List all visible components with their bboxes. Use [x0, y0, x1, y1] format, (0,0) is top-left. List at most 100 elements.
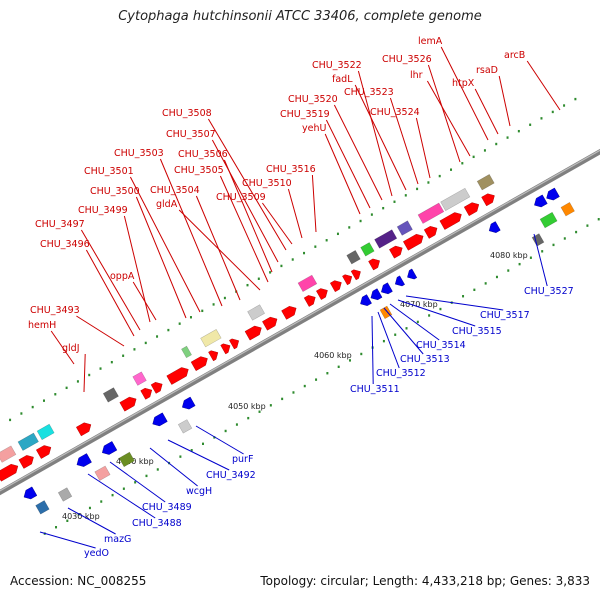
gene-box — [360, 242, 375, 257]
gene-arrow-shape — [262, 316, 278, 331]
scale-dot-forward — [212, 303, 215, 306]
scale-dot-forward — [144, 341, 147, 345]
gene-arrow — [488, 221, 501, 233]
leader-line-CHU_3510 — [287, 188, 303, 239]
gene-label-CHU_3517: CHU_3517 — [480, 310, 530, 321]
scale-dot-reverse — [100, 500, 103, 503]
scale-tick-label: 4050 kbp — [228, 402, 266, 411]
scale-dot-forward — [325, 239, 328, 242]
gene-label-purF: purF — [232, 454, 253, 465]
gene-arrow — [166, 367, 189, 385]
gene-box-shape — [247, 304, 266, 321]
gene-box-shape — [102, 387, 119, 403]
scale-dot-reverse — [552, 243, 555, 247]
leader-line-lemA — [440, 46, 489, 141]
scale-dot-reverse — [303, 384, 306, 388]
gene-arrow — [329, 280, 342, 293]
gene-label-CHU_3522: CHU_3522 — [312, 60, 362, 71]
scale-dot-forward — [438, 174, 441, 178]
scale-dot-forward — [393, 200, 396, 203]
leader-line-hemH — [50, 330, 75, 365]
gene-arrow-shape — [370, 288, 383, 301]
scale-dot-forward — [382, 206, 385, 210]
leader-line-oppA — [132, 281, 157, 321]
leader-line-CHU_3517 — [405, 295, 504, 311]
gene-arrow-shape — [394, 275, 405, 287]
scale-dot-forward — [314, 245, 317, 248]
gene-arrow — [150, 382, 163, 394]
scale-dot-reverse — [111, 493, 114, 497]
scale-dot-forward — [359, 219, 362, 223]
gene-arrow — [546, 187, 560, 201]
scale-dot-reverse — [122, 487, 125, 490]
genome-backbone — [0, 148, 600, 496]
gene-arrow — [360, 294, 372, 306]
gene-label-gldA: gldA — [156, 199, 178, 210]
gene-arrow-shape — [403, 233, 424, 251]
scale-dot-reverse — [66, 519, 69, 523]
scale-dot-reverse — [507, 269, 510, 272]
scale-dot-reverse — [326, 372, 329, 375]
scale-dot-forward — [88, 373, 91, 377]
gene-box — [102, 387, 119, 403]
leader-line-CHU_3488 — [87, 473, 156, 519]
gene-arrow-shape — [316, 288, 328, 300]
gene-box-shape — [297, 274, 318, 293]
gene-arrow-shape — [119, 396, 137, 412]
gene-box — [440, 187, 471, 212]
gene-box — [531, 233, 545, 247]
scale-dot-forward — [156, 335, 159, 338]
scale-dot-reverse — [405, 327, 408, 330]
gene-arrow — [350, 269, 361, 281]
scale-dot-forward — [483, 149, 486, 152]
gene-box — [181, 345, 192, 359]
leader-line-CHU_3508 — [207, 118, 287, 251]
leader-line-CHU_3496 — [85, 249, 135, 337]
leader-line-CHU_3523 — [389, 97, 419, 185]
gene-box — [297, 274, 318, 293]
gene-box — [177, 419, 193, 434]
gene-arrow — [389, 245, 403, 259]
scale-dot-forward — [42, 399, 45, 402]
gene-box — [118, 451, 135, 468]
scale-dot-reverse — [224, 429, 227, 433]
gene-arrow-shape — [488, 221, 501, 233]
gene-arrow-shape — [342, 274, 353, 286]
scale-dot-reverse — [348, 359, 351, 362]
gene-arrow-shape — [281, 306, 297, 320]
scale-dot-forward — [563, 104, 566, 107]
gene-arrow — [23, 486, 38, 500]
leader-line-CHU_3492 — [167, 439, 230, 471]
scale-dot-forward — [529, 123, 532, 126]
gene-arrow — [368, 258, 380, 271]
gene-arrow — [316, 288, 328, 300]
scale-dot-reverse — [269, 404, 272, 407]
gene-arrow — [381, 282, 393, 295]
leader-line-rsaD — [498, 75, 511, 127]
scale-dot-forward — [20, 412, 23, 415]
gene-box-shape — [181, 345, 192, 359]
gene-arrow — [481, 193, 495, 207]
gene-box-shape — [132, 371, 147, 386]
genome-backbone-highlight — [0, 149, 600, 492]
gene-box — [57, 487, 73, 502]
gene-arrow-shape — [36, 445, 52, 459]
gene-arrow — [439, 212, 462, 230]
leader-line-CHU_3512 — [377, 311, 400, 369]
gene-label-CHU_3499: CHU_3499 — [78, 205, 128, 216]
gene-arrow — [140, 387, 153, 400]
scale-dot-forward — [257, 277, 260, 280]
gene-arrow-shape — [102, 441, 118, 455]
gene-arrow-shape — [534, 194, 548, 208]
gene-label-gldJ: gldJ — [62, 343, 80, 354]
gene-arrow-shape — [190, 356, 208, 371]
scale-dot-reverse — [88, 506, 91, 510]
scale-dot-reverse — [258, 410, 261, 413]
gene-label-rsaD: rsaD — [476, 65, 498, 76]
scale-dot-reverse — [518, 262, 521, 266]
leader-line-wcgH — [149, 447, 198, 487]
gene-arrow-shape — [329, 280, 342, 293]
gene-label-CHU_3520: CHU_3520 — [288, 94, 338, 105]
gene-arrow-shape — [423, 226, 438, 239]
